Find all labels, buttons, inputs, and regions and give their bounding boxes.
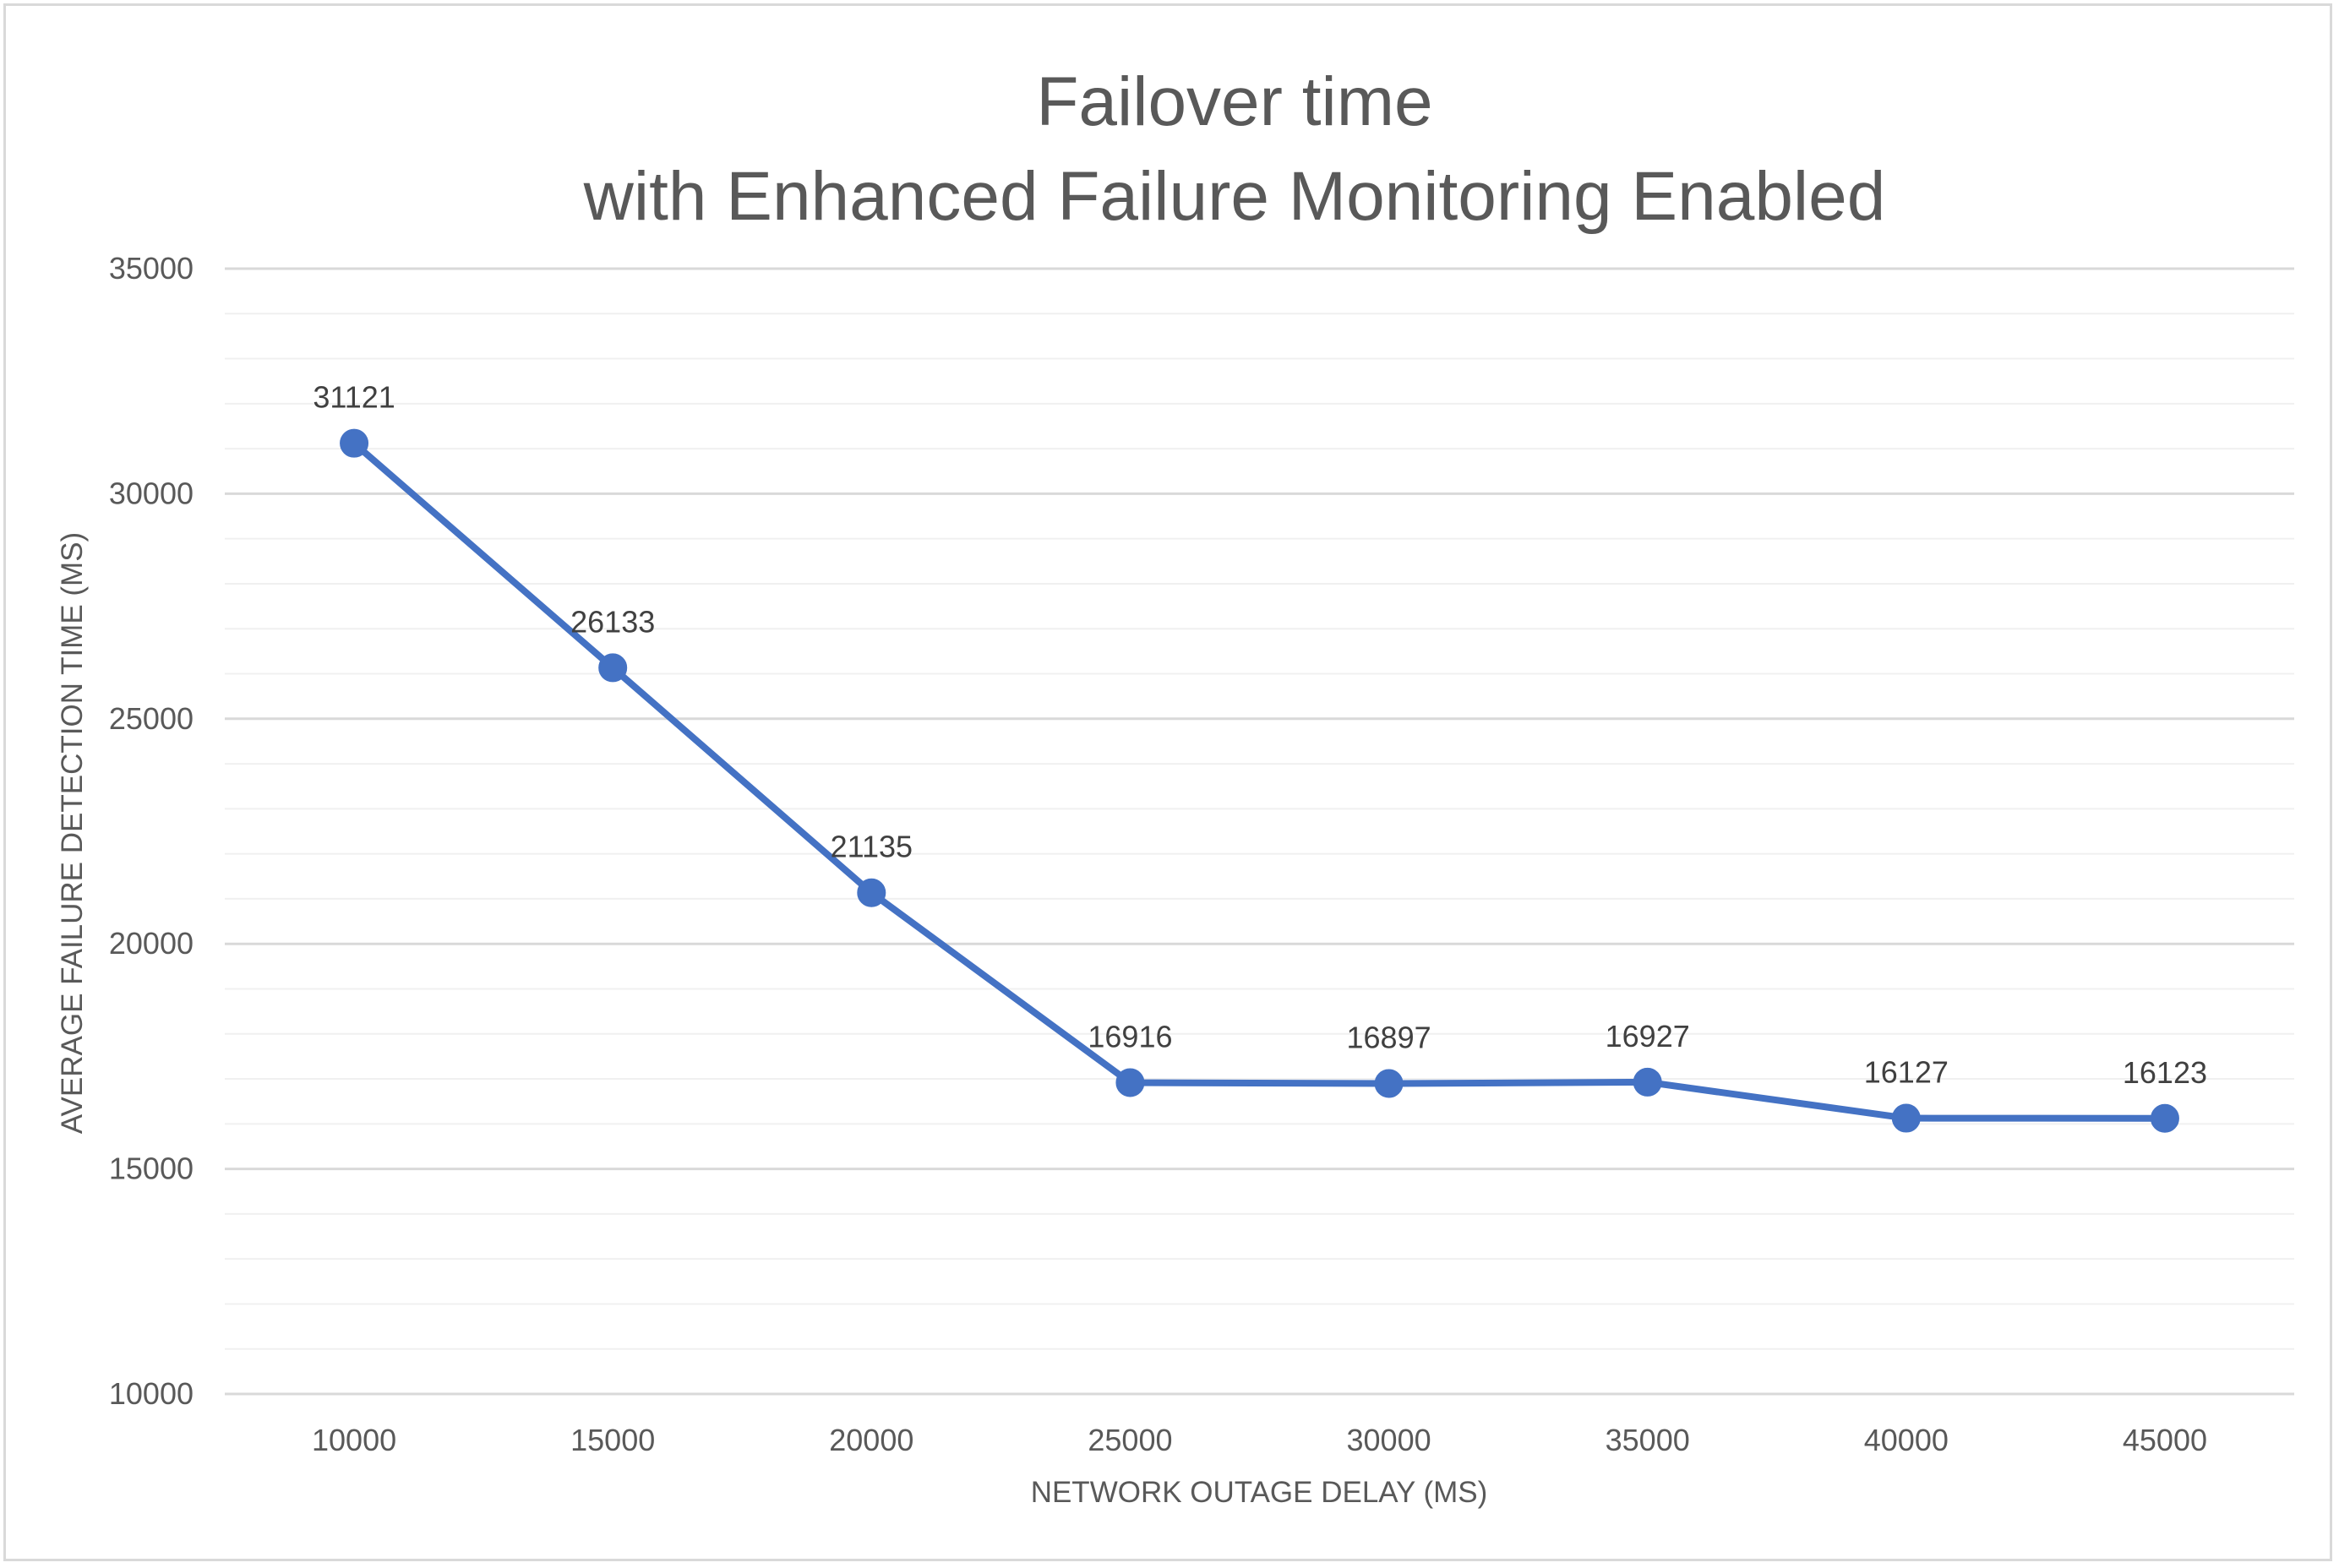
chart-title-line-2: with Enhanced Failure Monitoring Enabled [583,158,1886,235]
series-markers [340,428,2179,1133]
y-tick-label: 20000 [109,926,194,961]
x-tick-label: 10000 [312,1423,396,1457]
data-label: 31121 [313,380,395,415]
data-point-marker [1374,1069,1404,1098]
data-point-marker [340,428,369,458]
x-tick-label: 15000 [570,1423,655,1457]
data-point-marker [598,653,628,683]
series-line [352,440,2165,1122]
x-tick-label: 25000 [1088,1423,1172,1457]
data-label: 16123 [2123,1055,2207,1090]
x-tick-label: 20000 [829,1423,913,1457]
x-tick-label: 45000 [2123,1423,2207,1457]
x-tick-label: 30000 [1347,1423,1431,1457]
data-label: 21135 [831,830,913,864]
data-label: 16127 [1864,1055,1949,1090]
data-point-marker [1891,1103,1921,1133]
y-tick-label: 35000 [109,251,194,286]
data-point-marker [1633,1067,1662,1097]
major-gridlines [225,267,2294,1396]
data-label: 26133 [570,604,655,639]
data-label: 16927 [1606,1019,1690,1054]
data-labels: 31121 26133 21135 16916 16897 16927 16127 16123 [313,380,2207,1090]
y-tick-label: 30000 [109,476,194,510]
x-tick-label: 35000 [1606,1423,1690,1457]
chart-frame [3,3,2332,1561]
x-axis-tick-labels: 10000 15000 20000 25000 30000 35000 40000 45000 [312,1423,2207,1457]
data-point-marker [2150,1103,2179,1133]
y-tick-label: 25000 [109,701,194,736]
x-tick-label: 40000 [1864,1423,1949,1457]
y-axis-tick-labels: 10000 15000 20000 25000 30000 35000 [109,251,194,1411]
minor-gridlines [225,313,2294,1350]
y-axis-title: AVERAGE FAILURE DETECTION TIME (MS) [56,532,89,1134]
y-tick-label: 15000 [109,1152,194,1186]
data-label: 16897 [1347,1021,1431,1055]
y-tick-label: 10000 [109,1376,194,1411]
x-axis-title: NETWORK OUTAGE DELAY (MS) [1031,1476,1488,1509]
data-point-marker [857,878,886,907]
data-label: 16916 [1088,1020,1172,1054]
chart-title-line-1: Failover time [1036,63,1432,140]
data-point-marker [1115,1068,1145,1097]
